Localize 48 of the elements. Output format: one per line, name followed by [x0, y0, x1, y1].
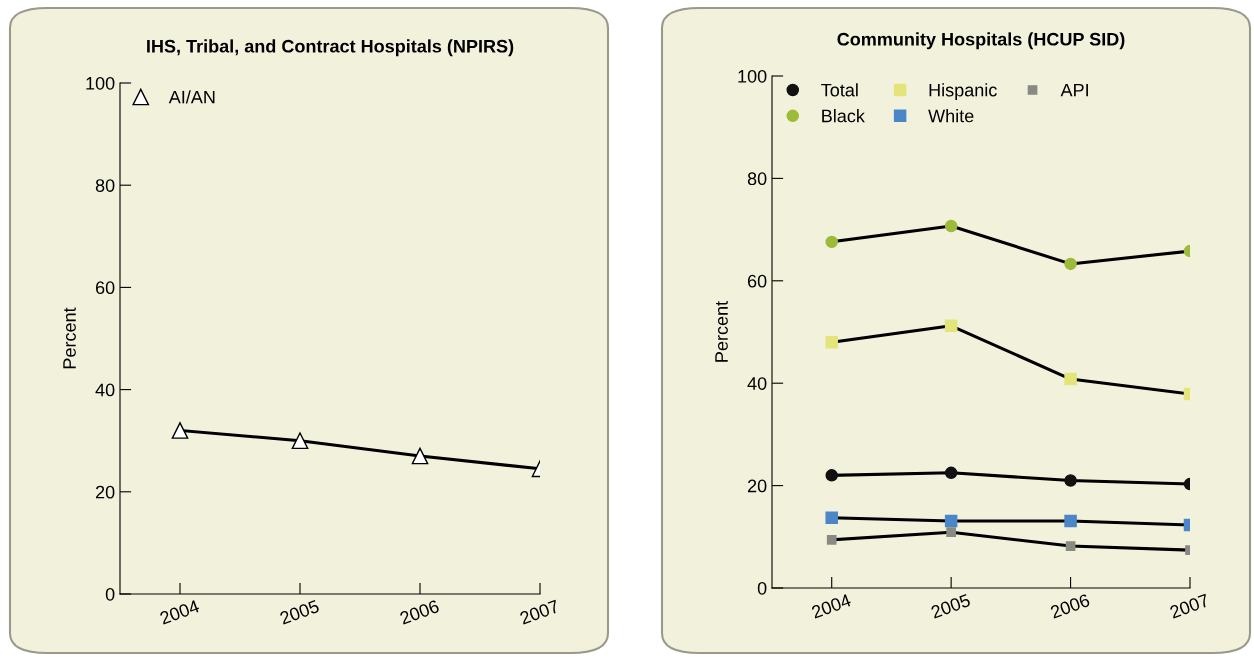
- point: [825, 511, 838, 525]
- point: [171, 422, 189, 439]
- legend-label: Black: [822, 109, 865, 123]
- x-tick-label: 2004: [810, 593, 852, 619]
- y-tick-label: 20: [95, 485, 115, 499]
- chart-title: IHS, Tribal, and Contract Hospitals (NPIRS): [147, 39, 514, 57]
- y-tick-label: 60: [95, 281, 115, 295]
- point: [1064, 257, 1077, 271]
- point: [1064, 514, 1077, 528]
- x-tick-label: 2006: [1049, 593, 1091, 619]
- point: [944, 219, 958, 233]
- x-tick-label: 2005: [930, 593, 971, 619]
- x-tick-label: 2004: [159, 599, 201, 625]
- y-tick-label: 0: [105, 587, 115, 601]
- y-tick-label: 20: [747, 479, 767, 493]
- y-axis-title: Percent: [715, 301, 728, 362]
- y-tick-label: 80: [95, 179, 115, 192]
- x-tick-label: 2006: [399, 599, 440, 625]
- legend-label: White: [928, 109, 974, 123]
- point: [411, 447, 429, 465]
- x-tick-label: 2007: [519, 599, 560, 625]
- y-tick-label: 100: [738, 69, 767, 83]
- y-tick-label: 80: [747, 172, 767, 186]
- point: [826, 535, 837, 545]
- point: [1064, 474, 1077, 487]
- legend-label: AI/AN: [168, 90, 215, 104]
- point: [944, 319, 958, 333]
- y-tick-label: 40: [747, 377, 767, 390]
- y-tick-label: 100: [86, 76, 115, 90]
- point: [825, 235, 838, 249]
- legend-label: API: [1060, 83, 1088, 97]
- chart-title: Community Hospitals (HCUP SID): [837, 32, 1125, 50]
- x-tick-label: 2007: [1169, 593, 1210, 619]
- point: [944, 514, 958, 528]
- y-tick-label: 40: [95, 383, 115, 397]
- x-tick-label: 2005: [279, 599, 320, 625]
- point: [1065, 541, 1076, 551]
- y-axis-title: Percent: [63, 307, 76, 369]
- y-tick-label: 60: [747, 274, 767, 288]
- point: [944, 466, 958, 480]
- point: [291, 432, 309, 450]
- legend-label: Total: [821, 83, 858, 97]
- point: [825, 335, 838, 349]
- point: [946, 527, 957, 538]
- point: [825, 469, 838, 482]
- legend-label: Hispanic: [929, 83, 997, 101]
- point: [1064, 372, 1077, 386]
- y-tick-label: 0: [757, 581, 767, 595]
